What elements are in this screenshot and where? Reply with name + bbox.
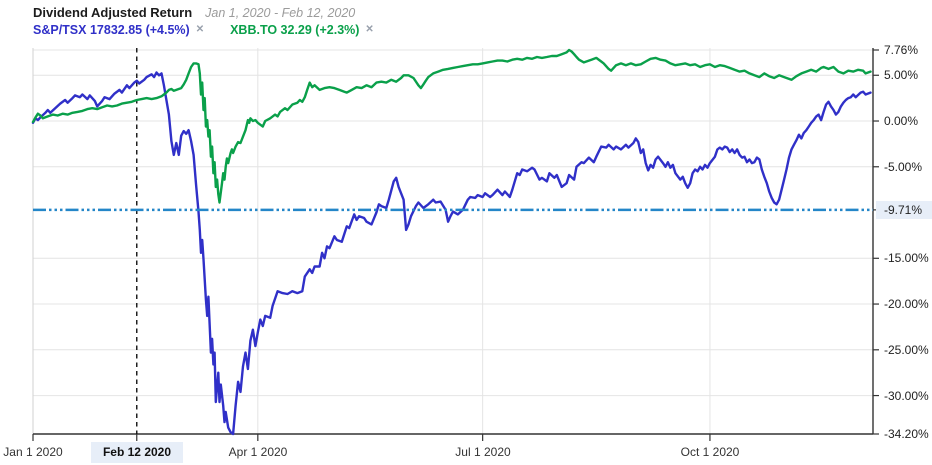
x-axis-label: Feb 12 2020 [102, 445, 172, 459]
y-axis-label: -20.00% [884, 297, 929, 311]
x-axis-label: Jan 1 2020 [3, 445, 63, 459]
y-axis-label: -5.00% [884, 160, 923, 174]
y-axis-label: -34.20% [884, 427, 929, 441]
remove-sptsx-icon[interactable]: ✕ [195, 24, 205, 35]
y-axis-highlight-chip [876, 201, 932, 219]
series-line-xbb-to [31, 48, 872, 204]
remove-xbb-icon[interactable]: ✕ [365, 24, 374, 35]
x-axis-label: Jul 1 2020 [455, 445, 511, 459]
y-axis-label: 0.00% [884, 114, 919, 128]
x-axis-highlight-chip [91, 442, 183, 463]
chart-date-range: Jan 1, 2020 - Feb 12, 2020 [205, 6, 356, 20]
y-axis-label: -9.71% [884, 203, 923, 217]
y-axis-label: -15.00% [884, 251, 929, 265]
legend-sptsx-label: S&P/TSX 17832.85 (+4.5%) [33, 23, 190, 37]
legend-xbb-label: XBB.TO 32.29 (+2.3%) [230, 23, 360, 37]
y-axis-label: -25.00% [884, 343, 929, 357]
y-axis-label: 7.76% [884, 43, 919, 57]
x-axis-label: Apr 1 2020 [228, 445, 288, 459]
y-axis-label: 5.00% [884, 68, 919, 82]
chart-header: Dividend Adjusted Return Jan 1, 2020 - F… [33, 5, 355, 20]
y-axis-label: -30.00% [884, 389, 929, 403]
chart-legend: S&P/TSX 17832.85 (+4.5%) ✕ XBB.TO 32.29 … [33, 23, 374, 37]
chart-title: Dividend Adjusted Return [33, 5, 193, 20]
series-line-s-p-tsx [31, 71, 872, 436]
x-axis-label: Oct 1 2020 [680, 445, 740, 459]
